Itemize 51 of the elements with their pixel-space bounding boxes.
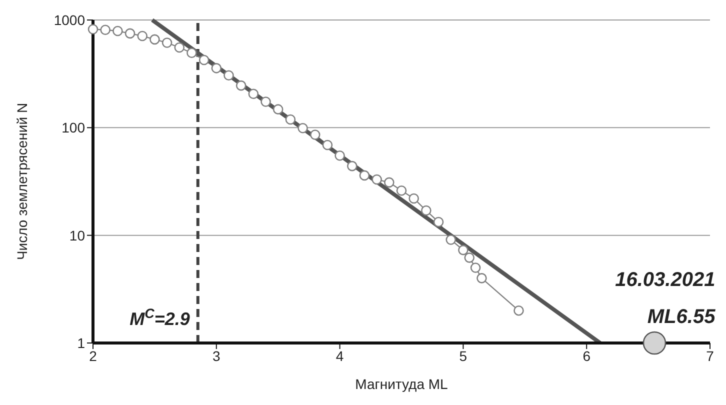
x-tick-label: 3: [212, 348, 220, 364]
point: [408, 193, 419, 204]
point: [100, 24, 110, 36]
point: [346, 160, 358, 172]
y-tick-label: 10: [69, 227, 86, 244]
annotation: 16.03.2021: [615, 268, 716, 292]
point: [224, 70, 234, 81]
x-tick-label: 6: [582, 348, 591, 364]
x-tick-label: 5: [459, 348, 468, 364]
annotation: ML6.55: [647, 306, 716, 330]
point: [137, 30, 148, 42]
point: [310, 130, 320, 140]
point: [248, 88, 259, 100]
point: [642, 331, 666, 355]
point: [421, 205, 432, 216]
point: [162, 38, 172, 48]
point: [88, 24, 98, 34]
point: [470, 262, 481, 273]
point: [359, 170, 370, 181]
point: [272, 104, 284, 114]
ref-line-label: M$^{C}$=2.9: [130, 306, 190, 329]
point: [464, 252, 475, 263]
point: [260, 96, 271, 107]
point: [211, 63, 222, 74]
point: [322, 140, 333, 150]
y-tick-label: 1000: [54, 12, 86, 28]
point: [174, 42, 185, 53]
x-tick-label: 2: [89, 348, 98, 364]
point: [186, 48, 197, 58]
point: [476, 273, 487, 284]
point: [150, 34, 160, 45]
y-tick-label: 1: [77, 334, 86, 351]
y-axis-title: Число землетрясений N: [14, 102, 30, 260]
point: [112, 26, 123, 36]
point: [236, 80, 246, 91]
point: [446, 234, 456, 245]
point: [285, 114, 296, 125]
point: [298, 122, 308, 134]
point: [458, 244, 468, 256]
x-tick-label: 4: [336, 348, 344, 364]
point: [372, 174, 382, 185]
point: [124, 28, 136, 39]
point: [396, 186, 407, 196]
x-axis-title: Магнитуда ML: [355, 376, 448, 392]
point: [514, 305, 524, 316]
point: [198, 54, 210, 66]
point: [433, 216, 444, 228]
point: [334, 150, 345, 161]
point: [384, 177, 394, 188]
y-tick-label: 100: [62, 120, 86, 136]
x-tick-label: 7: [706, 348, 714, 364]
